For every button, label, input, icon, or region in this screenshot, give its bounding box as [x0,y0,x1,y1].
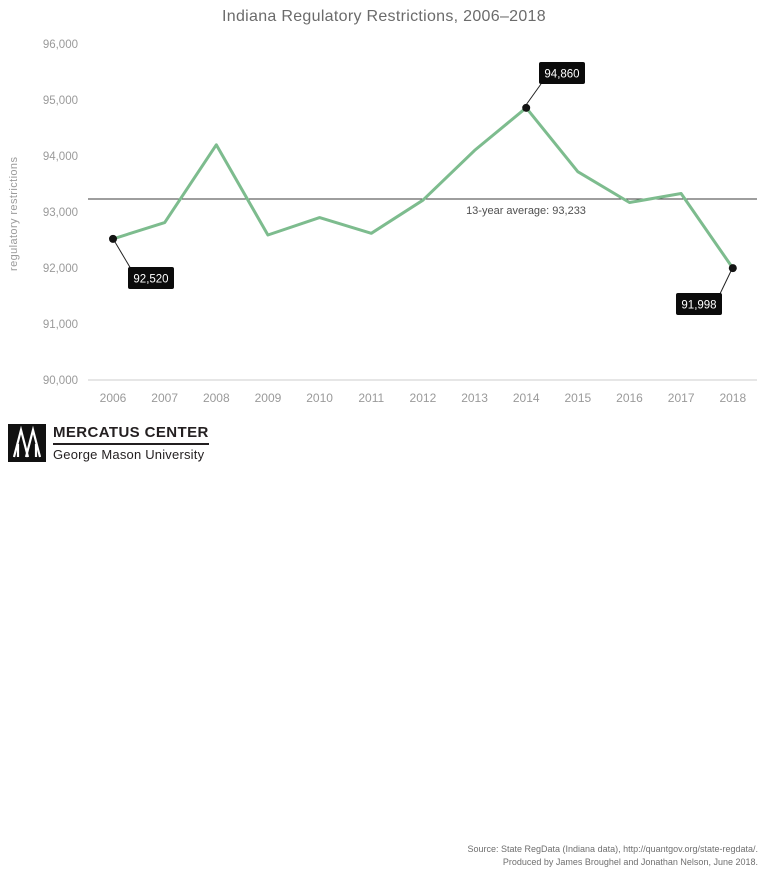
x-tick-label: 2012 [410,391,437,405]
y-tick-label: 95,000 [43,95,78,107]
source-line-2: Produced by James Broughel and Jonathan … [502,857,758,867]
source-line-1: Source: State RegData (Indiana data), ht… [467,844,758,854]
annotation-box [539,62,585,84]
y-tick-label: 93,000 [43,207,78,219]
source-note: Source: State RegData (Indiana data), ht… [467,843,758,869]
annotation-box [676,293,722,315]
x-tick-label: 2015 [564,391,591,405]
data-point-marker [728,264,737,273]
x-tick-label: 2009 [255,391,282,405]
x-tick-label: 2008 [203,391,230,405]
data-point-marker [109,234,117,243]
mercatus-logo-icon [8,424,46,462]
y-tick-label: 96,000 [43,39,78,51]
annotation-value: 94,860 [544,69,579,81]
chart-title: Indiana Regulatory Restrictions, 2006–20… [222,8,546,25]
line-chart: 96,000 95,000 94,000 93,000 92,000 91,000 90,0… [43,39,757,405]
brand-name: MERCATUS CENTER [53,424,209,445]
x-tick-label: 2016 [616,391,643,405]
x-tick-label: 2007 [151,391,178,405]
x-tick-label: 2013 [461,391,488,405]
annotation-box [128,267,174,289]
y-tick-label: 90,000 [43,375,78,387]
data-line [111,106,735,270]
average-label: 13-year average: 93,233 [466,205,586,217]
y-tick-label: 94,000 [43,151,78,163]
x-tick-label: 2010 [306,391,333,405]
y-tick-label: 92,000 [43,263,78,275]
brand-subtitle: George Mason University [53,447,205,462]
y-tick-label: 91,000 [43,319,78,331]
x-tick-label: 2006 [100,391,127,405]
annotation-value: 92,520 [133,274,168,286]
footer: MERCATUS CENTER George Mason University … [0,418,768,867]
x-tick-label: 2018 [719,391,746,405]
annotation-leader [525,83,542,106]
annotation-leader [114,241,132,270]
data-point-marker [522,103,531,112]
x-tick-label: 2017 [668,391,695,405]
chart-canvas: Indiana Regulatory Restrictions, 2006–20… [0,8,768,867]
annotation-value: 91,998 [681,300,716,312]
x-tick-label: 2011 [358,391,384,405]
x-tick-label: 2014 [513,391,540,405]
brand-block: MERCATUS CENTER George Mason University [8,424,209,462]
